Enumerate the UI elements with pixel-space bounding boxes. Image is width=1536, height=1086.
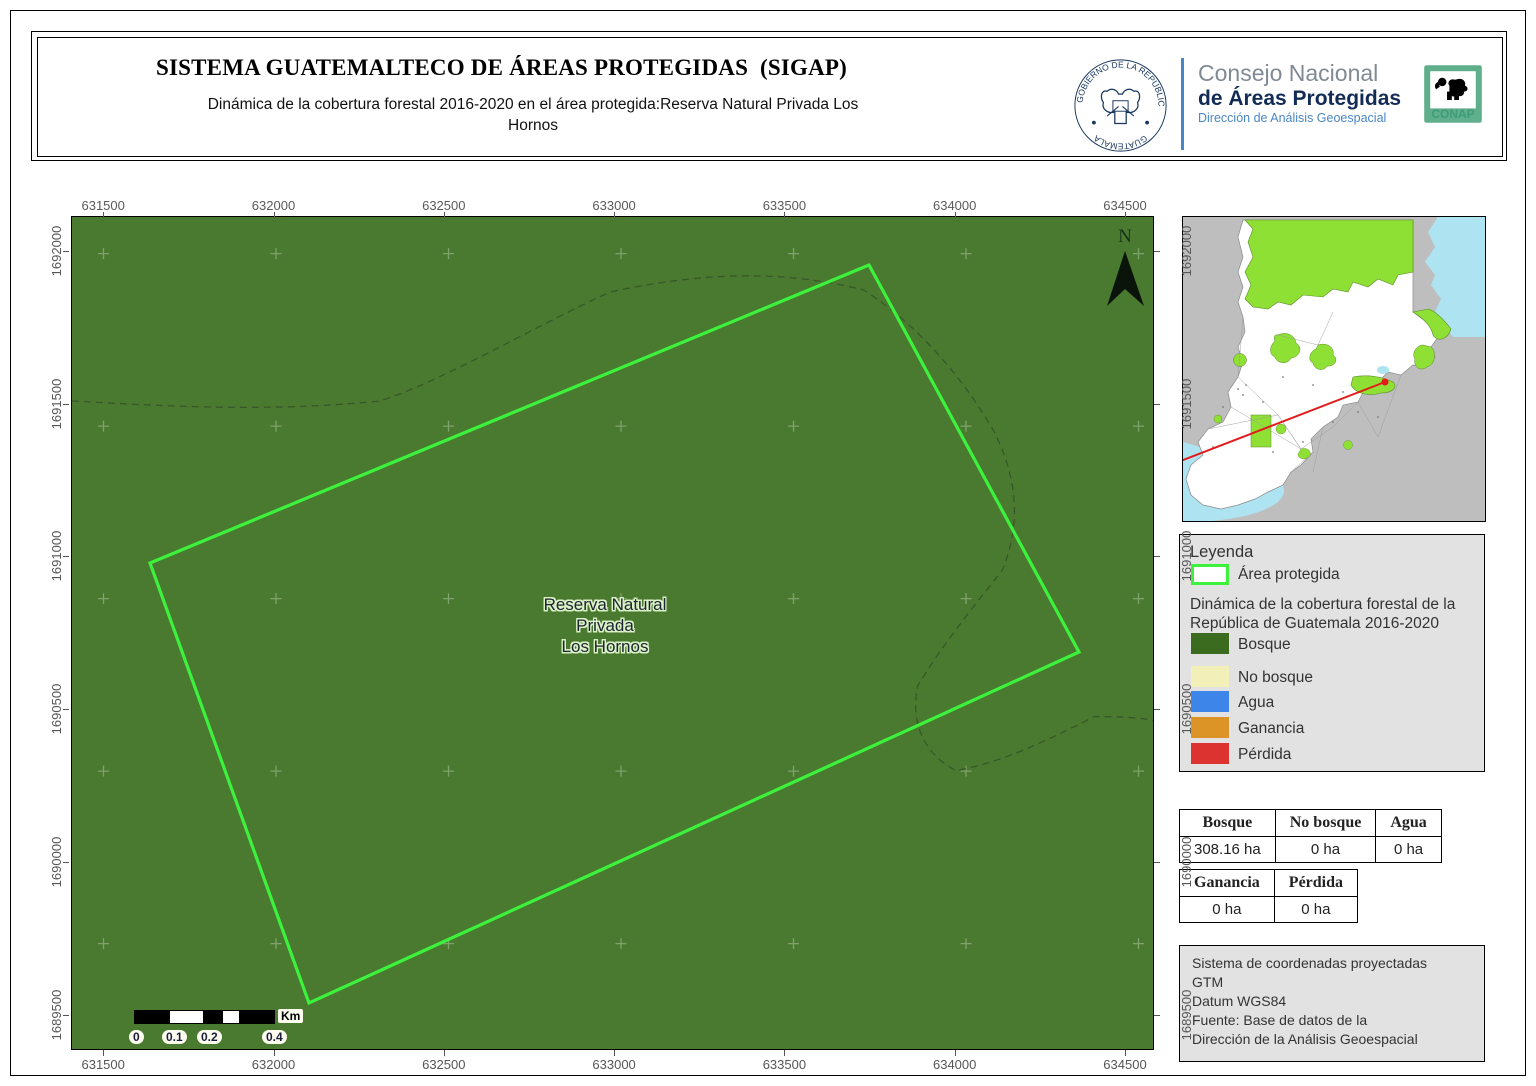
svg-text:N: N [1118, 226, 1132, 247]
svg-text:GUATEMALA: GUATEMALA [1091, 133, 1149, 151]
svg-text:GOBIERNO DE LA REPÚBLICA: GOBIERNO DE LA REPÚBLICA [1073, 58, 1167, 107]
svg-text:CONAP: CONAP [1431, 107, 1474, 121]
